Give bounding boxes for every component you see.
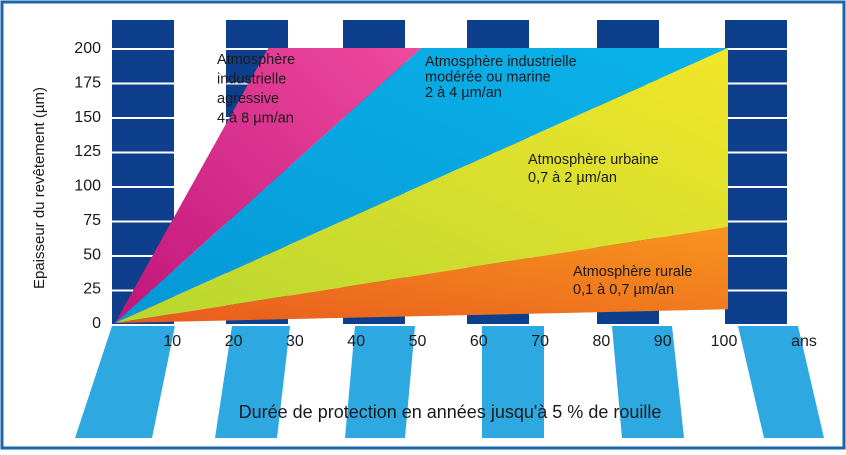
y-axis-label: Epaisseur du revêtement (µm) — [31, 87, 48, 289]
series-labels: Atmosphère industrielle agressive 4 à 8 µm/… — [217, 52, 692, 298]
x-tick-label: 50 — [409, 333, 427, 350]
y-tick-label: 150 — [74, 109, 101, 126]
area-series — [115, 48, 728, 323]
bg-stripe-5 — [612, 326, 684, 438]
bg-bar-gap — [725, 48, 787, 50]
x-axis-label: Durée de protection en années jusqu'à 5 … — [239, 402, 662, 422]
background-stripes — [75, 326, 824, 438]
y-tick-label: 175 — [74, 74, 101, 91]
y-tick-label: 50 — [83, 246, 101, 263]
x-tick-label: 90 — [654, 333, 672, 350]
series-label-2: Atmosphère industrielle modérée ou marine… — [425, 54, 577, 101]
series-label-line: 0,1 à 0,7 µm/an — [573, 282, 674, 298]
x-tick-label: 60 — [470, 333, 488, 350]
x-unit-label: ans — [791, 333, 817, 350]
bg-bar-gap — [226, 48, 288, 50]
series-label-line: agressive — [217, 91, 279, 107]
bg-bar-gap — [343, 324, 405, 326]
bg-bar-gap — [725, 289, 787, 292]
bg-bar-gap — [112, 117, 174, 119]
bg-bar-gap — [112, 220, 174, 223]
x-tick-label: 20 — [225, 333, 243, 350]
series-label-line: Atmosphère industrielle — [425, 54, 577, 70]
bg-bar-gap — [725, 324, 787, 326]
bg-bar-gap — [725, 151, 787, 154]
bg-bar-gap — [725, 255, 787, 257]
series-label-line: 4 à 8 µm/an — [217, 111, 294, 127]
bg-stripe-6 — [738, 326, 824, 438]
series-label-3: Atmosphère urbaine 0,7 à 2 µm/an — [528, 152, 659, 186]
series-label-line: industrielle — [217, 72, 286, 88]
x-tick-label: 40 — [347, 333, 365, 350]
series-label-1: Atmosphère industrielle agressive 4 à 8 µm/… — [217, 52, 295, 127]
y-axis: 0 25 50 75 100 125 150 175 200 — [74, 40, 101, 332]
y-tick-label: 125 — [74, 143, 101, 160]
y-tick-label: 25 — [83, 281, 101, 298]
x-axis: 10 20 30 40 50 60 70 80 90 100 ans — [163, 333, 816, 350]
y-tick-label: 0 — [92, 315, 101, 332]
series-label-4: Atmosphère rurale 0,1 à 0,7 µm/an — [573, 264, 692, 298]
area-3 — [115, 48, 728, 323]
y-tick-label: 75 — [83, 212, 101, 229]
series-label-line: Atmosphère rurale — [573, 264, 692, 280]
series-label-line: Atmosphère — [217, 52, 295, 68]
bg-bar-gap — [725, 220, 787, 223]
bg-bar-gap — [112, 82, 174, 85]
bg-bar-gap — [112, 324, 174, 326]
series-label-line: 2 à 4 µm/an — [425, 85, 502, 101]
bg-bar-gap — [725, 186, 787, 188]
area-4 — [115, 226, 728, 323]
bg-bar-gap — [725, 82, 787, 85]
bg-bar-gap — [467, 324, 529, 326]
bg-bar-gap — [725, 117, 787, 119]
bg-bar-gap — [597, 324, 659, 326]
series-label-line: Atmosphère urbaine — [528, 152, 659, 168]
series-label-line: 0,7 à 2 µm/an — [528, 170, 617, 186]
x-tick-label: 30 — [286, 333, 304, 350]
bg-stripe-2 — [215, 326, 290, 438]
bg-bar-gap — [112, 255, 174, 257]
bg-bar-6 — [725, 20, 787, 326]
y-tick-label: 200 — [74, 40, 101, 57]
bg-bar-gap — [112, 186, 174, 188]
bg-stripe-1 — [75, 326, 175, 438]
bg-bar-gap — [112, 48, 174, 50]
bg-stripe-4 — [482, 326, 544, 438]
bg-stripe-3 — [345, 326, 415, 438]
x-tick-label: 80 — [593, 333, 611, 350]
y-tick-label: 100 — [74, 178, 101, 195]
bg-bar-gap — [112, 151, 174, 154]
x-tick-label: 100 — [711, 333, 738, 350]
x-tick-label: 70 — [531, 333, 549, 350]
x-tick-label: 10 — [163, 333, 181, 350]
series-label-line: modérée ou marine — [425, 70, 551, 86]
bg-bar-gap — [226, 324, 288, 326]
